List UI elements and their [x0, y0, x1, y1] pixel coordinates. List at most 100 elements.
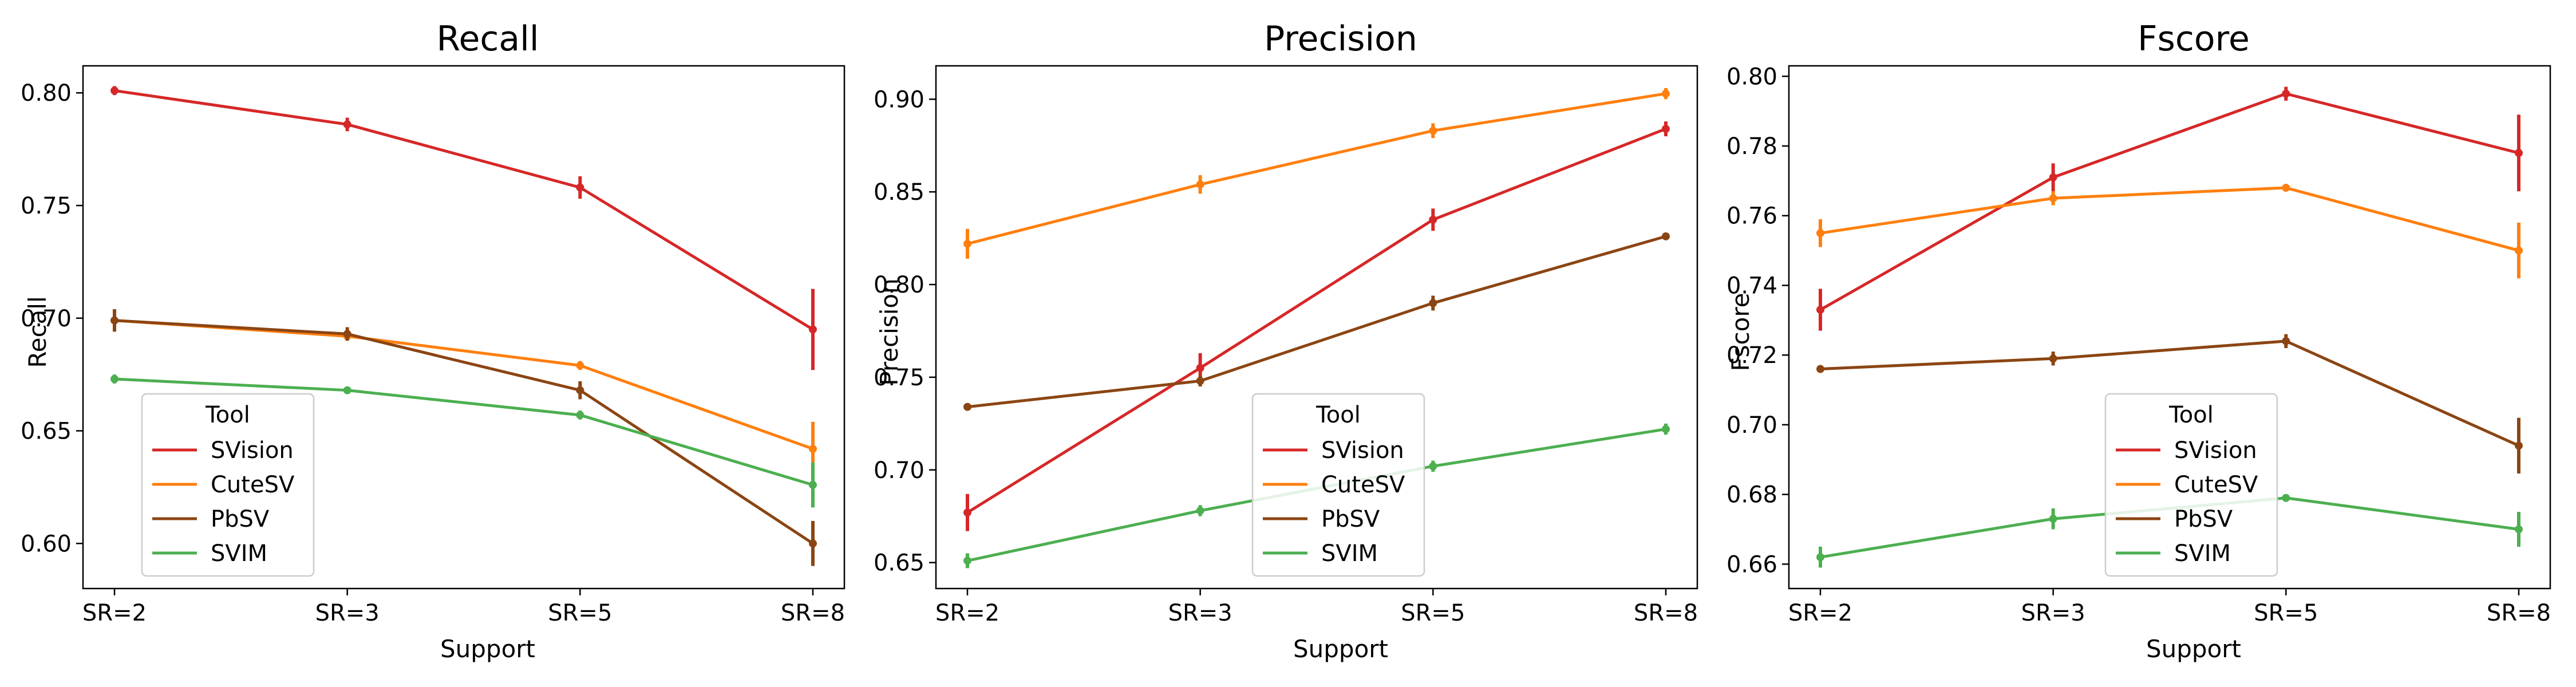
- legend-title: Tool: [2168, 402, 2214, 428]
- x-axis-label: Support: [440, 635, 535, 663]
- x-tick-label: SR=5: [1401, 600, 1465, 626]
- legend-title: Tool: [1315, 402, 1361, 428]
- data-point: [2282, 184, 2290, 192]
- panel-title: Recall: [436, 19, 539, 59]
- series-svim: [110, 374, 817, 508]
- data-point: [1816, 306, 1824, 314]
- data-point: [576, 183, 584, 192]
- y-tick-label: 0.90: [874, 86, 924, 113]
- data-point: [2282, 89, 2290, 98]
- legend-box: [141, 393, 315, 577]
- data-point: [2515, 525, 2523, 534]
- series-cutesv: [963, 88, 1670, 259]
- panel-title: Precision: [1264, 19, 1417, 59]
- data-point: [1429, 215, 1437, 224]
- legend-label: SVIM: [1321, 540, 1378, 567]
- plot-area: 0.66 0.68 0.70 0.72 0.74 0.76 0.78 0.80 SR=2 SR=3…: [1726, 64, 2551, 626]
- legend-label: CuteSV: [2174, 472, 2258, 498]
- data-point: [1816, 229, 1824, 238]
- data-point: [110, 86, 118, 95]
- y-tick-label: 0.74: [1726, 273, 1777, 299]
- plot-area: 0.60 0.65 0.70 0.75 0.80 SR=2 SR=3 SR=5 SR=8 Tool…: [21, 65, 846, 626]
- data-point: [1662, 125, 1670, 133]
- data-point: [809, 480, 817, 489]
- x-tick-label: SR=2: [935, 600, 999, 626]
- data-point: [1429, 299, 1437, 307]
- x-tick-label: SR=8: [2487, 600, 2551, 626]
- y-tick-label: 0.85: [874, 179, 924, 206]
- x-tick-label: SR=3: [1168, 600, 1232, 626]
- panel-title: Fscore: [2138, 19, 2250, 59]
- data-point: [963, 402, 971, 411]
- x-axis-label: Support: [2146, 635, 2241, 663]
- data-point: [963, 508, 971, 517]
- series-svision: [110, 86, 817, 370]
- series-pbsv: [1816, 334, 2523, 474]
- panel-fscore: Fscore Support Fscore 0.660.680.700.720.…: [1726, 19, 2551, 663]
- data-point: [2049, 173, 2057, 181]
- data-point: [809, 325, 817, 334]
- legend: Tool SVision CuteSV PbSV SVIM: [2104, 393, 2278, 577]
- series-line: [114, 89, 814, 331]
- data-point: [1662, 232, 1670, 240]
- data-point: [1429, 462, 1437, 471]
- y-axis-label: Fscore: [1726, 293, 1755, 371]
- y-tick-label: 0.76: [1726, 203, 1777, 230]
- y-tick-label: 0.66: [1726, 551, 1777, 578]
- legend: Tool SVision CuteSV PbSV SVIM: [141, 393, 315, 577]
- series-pbsv: [110, 309, 817, 566]
- axes-frame: [1788, 65, 2551, 590]
- data-point: [576, 386, 584, 394]
- data-point: [963, 239, 971, 248]
- y-tick-label: 0.80: [1726, 64, 1777, 90]
- series-svision: [963, 121, 1670, 531]
- y-tick-label: 0.70: [21, 306, 72, 332]
- legend-title: Tool: [205, 402, 250, 428]
- data-point: [2515, 149, 2523, 157]
- panel-precision: Precision Support Precision 0.65 0.70 0.75…: [874, 19, 1698, 663]
- x-tick-label: SR=2: [1788, 600, 1852, 626]
- series-line: [114, 319, 814, 545]
- data-point: [2515, 441, 2523, 450]
- x-axis-label: Support: [1293, 635, 1388, 663]
- y-tick-label: 0.78: [1726, 133, 1777, 160]
- y-tick-label: 0.72: [1726, 342, 1777, 369]
- data-point: [576, 410, 584, 419]
- data-point: [2515, 246, 2523, 255]
- series-line: [967, 235, 1666, 409]
- series-pbsv: [963, 232, 1670, 411]
- data-point: [1196, 180, 1204, 189]
- y-tick-label: 0.75: [21, 193, 72, 219]
- x-tick-label: SR=5: [2254, 600, 2318, 626]
- legend-label: SVision: [211, 437, 294, 464]
- data-point: [343, 330, 351, 338]
- axes-frame: [935, 65, 1698, 590]
- legend-label: PbSV: [2174, 506, 2233, 532]
- data-point: [1662, 425, 1670, 433]
- y-tick-label: 0.68: [1726, 482, 1777, 508]
- legend: Tool SVision CuteSV PbSV SVIM: [1251, 393, 1425, 577]
- data-point: [1429, 127, 1437, 135]
- data-point: [2049, 515, 2057, 523]
- data-point: [2049, 354, 2057, 363]
- x-tick-label: SR=3: [315, 600, 380, 626]
- data-point: [1816, 553, 1824, 562]
- x-tick-label: SR=5: [548, 600, 612, 626]
- legend-label: SVIM: [2174, 540, 2231, 567]
- y-axis-label: Precision: [875, 278, 903, 385]
- x-tick-label: SR=8: [781, 600, 845, 626]
- data-point: [963, 556, 971, 565]
- series-line: [1820, 186, 2519, 252]
- data-point: [2049, 194, 2057, 203]
- x-tick-label: SR=3: [2021, 600, 2085, 626]
- y-tick-label: 0.80: [874, 272, 924, 298]
- axes-frame: [82, 65, 846, 590]
- data-point: [110, 316, 118, 325]
- data-point: [1196, 364, 1204, 372]
- y-tick-label: 0.70: [1726, 412, 1777, 439]
- y-tick-label: 0.80: [21, 80, 72, 106]
- legend-label: CuteSV: [211, 472, 295, 498]
- data-point: [343, 386, 351, 394]
- y-axis-label: Recall: [23, 296, 52, 368]
